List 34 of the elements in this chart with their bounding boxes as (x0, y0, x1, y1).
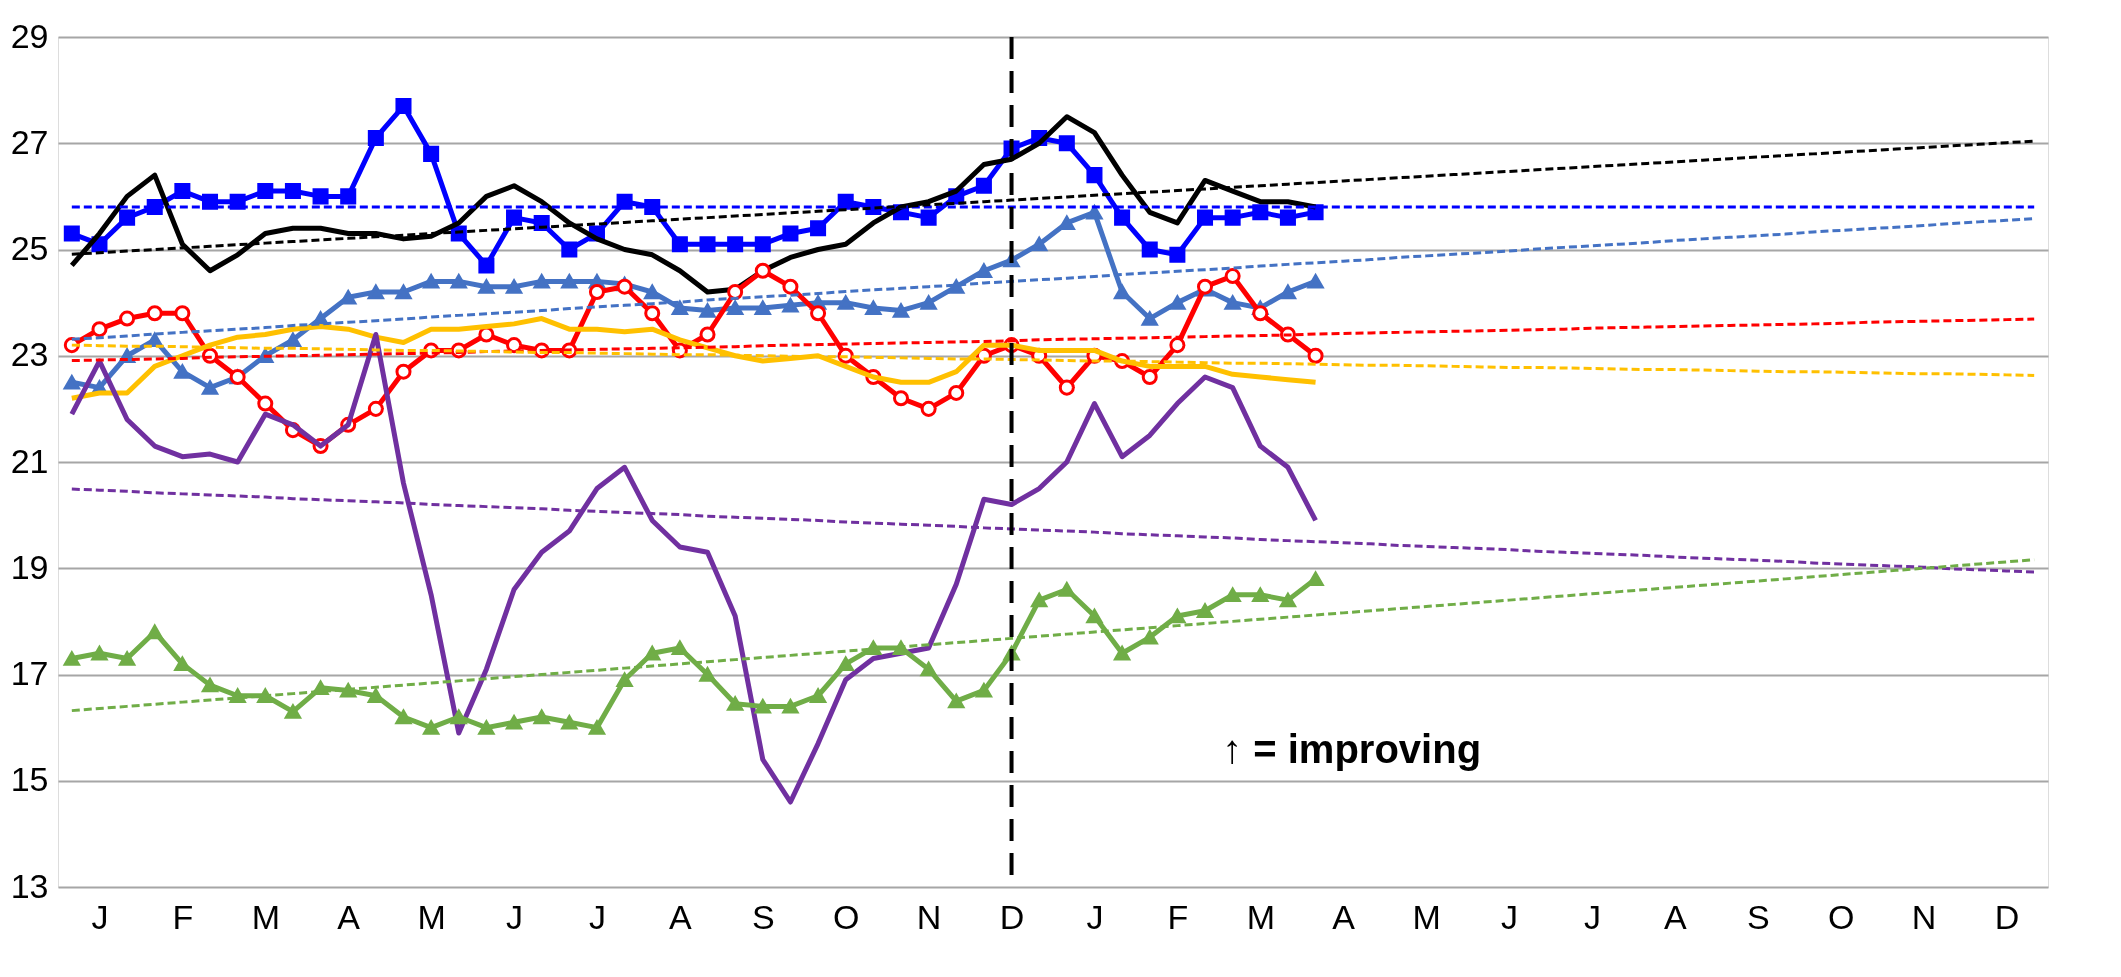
x-tick-label: M (1246, 897, 1275, 936)
x-tick-label: O (832, 897, 860, 936)
y-tick-label: 15 (10, 760, 49, 799)
x-tick-label: M (1412, 897, 1441, 936)
x-tick-label: J (91, 897, 109, 936)
x-tick-label: F (172, 897, 194, 936)
y-tick-label: 25 (10, 229, 49, 267)
x-tick-label: M (251, 897, 280, 936)
y-tick-label: 21 (10, 441, 49, 480)
y-tick-label: 27 (10, 122, 49, 161)
x-tick-label: J (588, 897, 606, 936)
x-tick-label: J (1501, 897, 1519, 936)
x-tick-label: A (1664, 897, 1688, 936)
x-tick-label: A (669, 897, 693, 936)
y-tick-label: 13 (10, 866, 49, 905)
x-tick-label: J (1583, 897, 1601, 936)
y-tick-label: 29 (10, 16, 49, 55)
x-tick-label: O (1827, 897, 1855, 936)
x-tick-label: S (751, 897, 775, 936)
x-tick-label: D (1994, 897, 2020, 936)
annotation: ↑ = improving (1222, 727, 1482, 771)
x-tick-label: S (1746, 897, 1770, 936)
x-tick-label: A (337, 897, 361, 936)
x-tick-label: J (506, 897, 524, 936)
y-tick-label: 23 (10, 335, 49, 374)
x-tick-label: J (1086, 897, 1104, 936)
x-tick-label: N (1911, 897, 1937, 936)
x-tick-label: A (1332, 897, 1356, 936)
x-tick-label: D (999, 897, 1025, 936)
x-tick-label: M (417, 897, 446, 936)
y-tick-label: 19 (10, 547, 49, 586)
x-tick-label: N (916, 897, 942, 936)
y-tick-label: 17 (10, 654, 49, 692)
x-tick-label: F (1167, 897, 1189, 936)
